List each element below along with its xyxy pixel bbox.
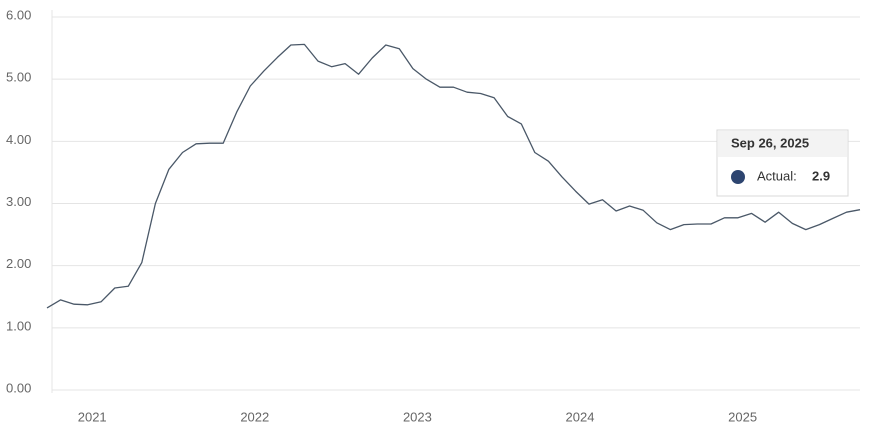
- tooltip-value: 2.9: [812, 168, 830, 183]
- tooltip: Sep 26, 2025 Actual: 2.9: [716, 129, 849, 197]
- y-tick-label: 2.00: [6, 256, 31, 271]
- line-series: [46, 43, 861, 309]
- x-tick-label: 2024: [566, 409, 595, 424]
- y-tick-label: 1.00: [6, 318, 31, 333]
- x-tick-label: 2022: [240, 409, 269, 424]
- x-tick-label: 2021: [78, 409, 107, 424]
- tooltip-header: [718, 131, 847, 157]
- y-tick-label: 6.00: [6, 7, 31, 22]
- x-tick-label: 2023: [403, 409, 432, 424]
- tooltip-marker: [731, 170, 745, 184]
- y-tick-label: 4.00: [6, 132, 31, 147]
- y-tick-label: 5.00: [6, 70, 31, 85]
- y-tick-label: 3.00: [6, 194, 31, 209]
- y-tick-label: 0.00: [6, 380, 31, 395]
- tooltip-label: Actual:: [757, 168, 797, 183]
- tooltip-date: Sep 26, 2025: [731, 135, 809, 150]
- x-tick-label: 2025: [728, 409, 757, 424]
